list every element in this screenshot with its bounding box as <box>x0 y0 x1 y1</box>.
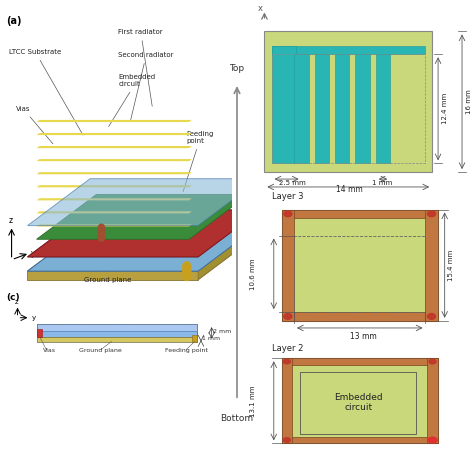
Bar <box>282 210 294 321</box>
Text: Ground plane: Ground plane <box>79 348 122 354</box>
Polygon shape <box>36 159 192 161</box>
Text: 10.6 mm: 10.6 mm <box>249 258 255 290</box>
Bar <box>426 210 438 321</box>
Text: Embedded
circuit: Embedded circuit <box>109 74 155 127</box>
Text: 16 mm: 16 mm <box>465 90 472 114</box>
Text: Top: Top <box>229 64 245 73</box>
Text: 12.4 mm: 12.4 mm <box>442 93 447 124</box>
Text: 15.4 mm: 15.4 mm <box>448 249 454 281</box>
Text: Feeding point: Feeding point <box>165 348 208 354</box>
Polygon shape <box>36 224 192 227</box>
Text: (c): (c) <box>6 293 19 302</box>
Circle shape <box>182 262 191 272</box>
Text: (a): (a) <box>6 16 21 26</box>
Polygon shape <box>27 224 261 271</box>
Text: Bottom: Bottom <box>220 414 254 423</box>
Bar <box>282 437 438 443</box>
Circle shape <box>428 437 437 443</box>
Circle shape <box>284 211 292 217</box>
Bar <box>294 236 426 312</box>
Bar <box>37 324 197 331</box>
Text: z: z <box>14 299 18 305</box>
Bar <box>376 55 390 163</box>
Bar <box>282 210 438 218</box>
Bar <box>282 312 438 321</box>
Text: LTCC Substrate: LTCC Substrate <box>9 49 83 135</box>
Circle shape <box>429 359 436 364</box>
Text: Embedded
circuit: Embedded circuit <box>334 393 383 412</box>
Circle shape <box>98 228 105 237</box>
Circle shape <box>98 233 105 241</box>
Text: 14 mm: 14 mm <box>336 185 363 194</box>
Circle shape <box>182 270 191 281</box>
Polygon shape <box>27 210 261 257</box>
Polygon shape <box>27 271 198 280</box>
Text: 1 mm: 1 mm <box>372 180 392 186</box>
Bar <box>272 46 296 163</box>
Text: Ground plane: Ground plane <box>84 246 132 283</box>
Polygon shape <box>36 120 192 122</box>
Circle shape <box>428 211 436 217</box>
Polygon shape <box>36 172 192 174</box>
Bar <box>37 337 197 342</box>
Text: Layer 2: Layer 2 <box>272 344 303 353</box>
Polygon shape <box>36 146 192 148</box>
Bar <box>282 358 292 443</box>
Bar <box>282 358 438 443</box>
Bar <box>272 55 425 163</box>
Text: Feeding
point: Feeding point <box>183 131 214 191</box>
Text: Layer 3: Layer 3 <box>272 192 303 201</box>
Polygon shape <box>36 211 192 213</box>
Text: x: x <box>257 4 262 13</box>
Text: 13 mm: 13 mm <box>350 332 376 341</box>
Text: Second radiator: Second radiator <box>118 52 174 120</box>
Bar <box>37 324 197 337</box>
Bar <box>282 210 438 321</box>
Bar <box>294 55 309 163</box>
Polygon shape <box>27 233 261 280</box>
Bar <box>300 372 416 434</box>
Bar <box>37 328 42 337</box>
Polygon shape <box>36 194 249 239</box>
Bar <box>37 324 197 342</box>
Text: 13.1 mm: 13.1 mm <box>249 385 255 417</box>
Polygon shape <box>27 210 261 257</box>
Polygon shape <box>27 224 261 271</box>
Bar <box>282 358 438 365</box>
Bar <box>192 335 197 342</box>
Text: y: y <box>31 249 36 258</box>
Circle shape <box>428 313 436 319</box>
Text: Vias: Vias <box>43 348 56 354</box>
Circle shape <box>284 313 292 319</box>
Circle shape <box>283 438 291 442</box>
Bar <box>428 358 438 443</box>
Polygon shape <box>27 179 261 226</box>
Text: First radiator: First radiator <box>118 29 163 106</box>
Circle shape <box>283 359 291 364</box>
Bar <box>335 55 349 163</box>
Polygon shape <box>36 133 192 135</box>
Circle shape <box>182 266 191 276</box>
Bar <box>264 31 432 172</box>
Text: 1 mm: 1 mm <box>202 336 220 341</box>
Text: 2 mm: 2 mm <box>213 329 231 334</box>
Circle shape <box>429 438 436 442</box>
Bar <box>272 46 425 55</box>
Circle shape <box>98 224 105 233</box>
Bar <box>356 55 370 163</box>
Polygon shape <box>198 224 261 280</box>
Text: 2.5 mm: 2.5 mm <box>279 180 306 186</box>
Polygon shape <box>36 185 192 187</box>
Polygon shape <box>36 198 192 201</box>
Text: z: z <box>8 216 12 225</box>
Text: y: y <box>31 315 36 321</box>
Bar <box>315 55 329 163</box>
Text: Vias: Vias <box>16 106 53 144</box>
